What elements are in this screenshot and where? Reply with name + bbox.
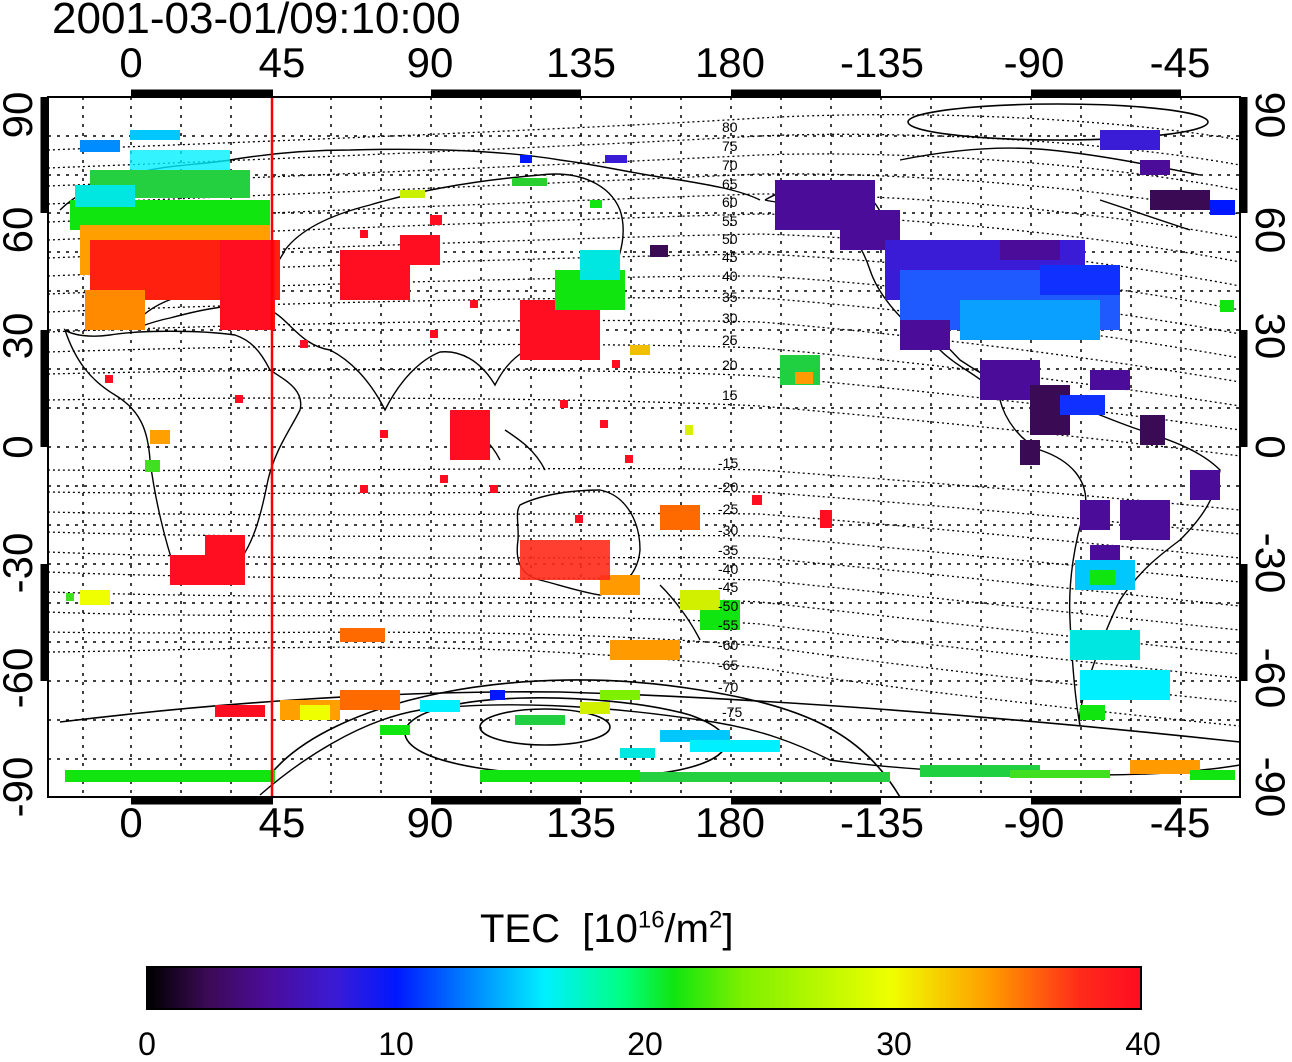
colorbar-unit-exp: 16 (637, 906, 665, 934)
contour-label: 50 (722, 231, 738, 247)
contour-label: 45 (722, 249, 738, 265)
colorbar-tick: 0 (138, 1026, 156, 1062)
contour-label: -30 (718, 522, 738, 538)
contour-label: -25 (718, 501, 738, 517)
colorbar-tick: 30 (876, 1026, 912, 1062)
timestamp: 2001-03-01/09:10:00 (52, 0, 461, 43)
lon-tick-top: -45 (1149, 39, 1211, 86)
contour-label: 70 (722, 157, 738, 173)
contour-label: -50 (718, 598, 738, 614)
contour-label: 35 (722, 289, 738, 305)
colorbar (146, 966, 1142, 1010)
contour-label: -75 (722, 704, 742, 720)
contour-label: -70 (718, 679, 738, 695)
contour-label: 75 (722, 138, 738, 154)
contour-label: 20 (722, 357, 738, 373)
colorbar-unit-mid: /m (664, 907, 709, 951)
lon-tick-bottom: -90 (1003, 799, 1065, 846)
colorbar-title: TEC [1016/m2] (480, 905, 733, 953)
lon-tick-bottom: 90 (406, 799, 454, 846)
contour-label: 15 (722, 387, 738, 403)
lon-tick-top: 90 (406, 39, 454, 86)
tec-observations (65, 130, 1235, 782)
lon-tick-top: 135 (545, 39, 617, 86)
frame-ticks (40, 89, 1248, 805)
contour-label: 25 (722, 332, 738, 348)
contour-label: -65 (718, 657, 738, 673)
contour-label: -55 (718, 617, 738, 633)
colorbar-title-quantity: TEC (480, 907, 560, 951)
lon-tick-top: 45 (258, 39, 306, 86)
colorbar-unit-suffix: ] (722, 907, 734, 951)
contour-label: 55 (722, 213, 738, 229)
lon-tick-bottom: 135 (545, 799, 617, 846)
colorbar-unit-exp2: 2 (708, 906, 723, 934)
contour-label: -35 (718, 542, 738, 558)
contour-label: -40 (718, 561, 738, 577)
contour-label: 65 (722, 176, 738, 192)
contour-label: -15 (718, 455, 738, 471)
colorbar-tick: 40 (1125, 1026, 1161, 1062)
lon-tick-bottom: 180 (694, 799, 766, 846)
colorbar-tick: 20 (627, 1026, 663, 1062)
contour-label: -45 (718, 579, 738, 595)
contour-label: -60 (718, 637, 738, 653)
colorbar-tick: 10 (378, 1026, 414, 1062)
lon-tick-top: -135 (839, 39, 925, 86)
lon-tick-top: 180 (694, 39, 766, 86)
lon-tick-top: -90 (1003, 39, 1065, 86)
lon-tick-bottom: 0 (119, 799, 143, 846)
lon-tick-bottom: -135 (839, 799, 925, 846)
contour-label: 30 (722, 310, 738, 326)
lon-tick-bottom: 45 (258, 799, 306, 846)
map-frame (47, 96, 1241, 798)
lon-tick-top: 0 (119, 39, 143, 86)
lon-tick-bottom: -45 (1149, 799, 1211, 846)
contour-label: 80 (722, 119, 738, 135)
contour-label: 60 (722, 194, 738, 210)
colorbar-unit-prefix: [10 (582, 907, 638, 951)
contour-label: 40 (722, 268, 738, 284)
contour-label: -20 (718, 479, 738, 495)
